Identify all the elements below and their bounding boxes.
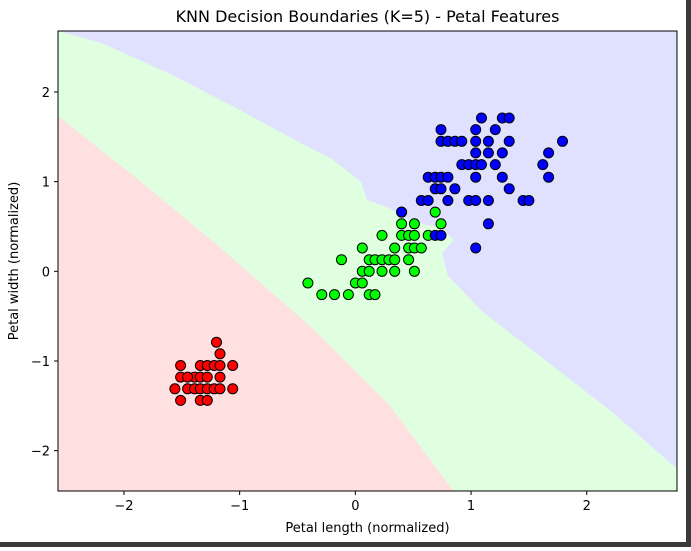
data-point-class-2: [449, 183, 461, 195]
data-point-class-2: [482, 147, 494, 159]
data-point-class-2: [470, 242, 482, 254]
y-tick-label: −1: [31, 355, 50, 370]
data-point-class-2: [489, 124, 501, 136]
data-point-class-2: [422, 195, 434, 206]
data-point-class-1: [342, 289, 354, 301]
data-point-class-1: [389, 265, 401, 277]
data-point-class-2: [489, 159, 501, 171]
data-point-class-0: [182, 371, 194, 383]
data-point-class-1: [415, 242, 427, 254]
data-point-class-2: [496, 147, 508, 159]
data-point-class-1: [316, 289, 328, 301]
data-point-class-1: [329, 289, 340, 301]
data-point-class-1: [408, 218, 420, 230]
data-point-class-1: [369, 289, 381, 301]
data-point-class-1: [376, 229, 388, 241]
x-tick-label: −1: [230, 499, 249, 514]
data-point-class-2: [456, 135, 468, 147]
data-point-class-2: [470, 124, 482, 136]
data-point-class-1: [435, 218, 447, 230]
data-point-class-1: [408, 265, 420, 277]
data-point-class-2: [543, 147, 555, 159]
data-point-class-1: [336, 254, 347, 266]
data-point-class-1: [389, 242, 401, 254]
y-tick-label: −2: [31, 445, 50, 460]
data-point-class-1: [376, 265, 388, 277]
axes-layer: −2 −1 0 1 2 −2 −1 0 1 2: [31, 30, 678, 514]
decision-region-class-2: [58, 31, 677, 469]
x-tick-label: 2: [583, 499, 591, 514]
data-point-class-0: [169, 383, 181, 395]
data-point-class-1: [356, 242, 368, 254]
data-point-class-2: [470, 171, 482, 183]
data-point-class-2: [537, 159, 549, 171]
data-point-class-1: [302, 277, 314, 289]
x-tick-label: 0: [351, 499, 359, 514]
data-point-class-2: [435, 229, 447, 241]
x-tick-label: 1: [467, 499, 475, 514]
data-point-class-2: [470, 135, 482, 147]
data-point-class-0: [214, 360, 226, 371]
data-point-class-2: [476, 112, 487, 124]
data-point-class-2: [482, 218, 494, 230]
data-point-class-2: [442, 171, 454, 183]
data-point-class-2: [503, 183, 515, 195]
window-frame-edge-right: [686, 0, 691, 547]
data-point-class-0: [214, 371, 226, 383]
data-point-class-2: [503, 135, 515, 147]
data-point-class-1: [389, 254, 401, 266]
data-point-class-1: [403, 254, 415, 266]
data-point-class-1: [363, 265, 375, 277]
y-axis-label: Petal width (normalized): [7, 182, 22, 341]
data-point-class-2: [523, 195, 535, 206]
data-point-class-1: [396, 218, 408, 230]
data-point-class-2: [396, 206, 408, 218]
data-point-class-2: [557, 135, 568, 147]
data-point-class-2: [470, 147, 482, 159]
data-point-class-2: [482, 135, 494, 147]
x-tick-label: −2: [114, 499, 133, 514]
data-point-class-2: [482, 195, 494, 206]
data-point-class-2: [496, 171, 508, 183]
y-tick-label: 0: [42, 265, 50, 280]
data-point-class-2: [435, 183, 447, 195]
chart-title: KNN Decision Boundaries (K=5) - Petal Fe…: [176, 7, 560, 26]
decision-region-class-0: [58, 116, 454, 491]
data-point-class-2: [435, 124, 447, 136]
data-point-class-0: [214, 348, 226, 360]
data-point-class-2: [476, 159, 487, 171]
window-frame-edge-bottom: [0, 542, 691, 547]
data-point-class-0: [211, 336, 222, 348]
data-point-class-2: [470, 195, 482, 206]
y-tick-label: 1: [42, 176, 50, 191]
data-point-class-0: [227, 383, 239, 395]
plot-frame: [57, 30, 678, 492]
data-point-class-0: [175, 394, 187, 406]
data-point-class-0: [201, 394, 213, 406]
data-point-class-0: [214, 383, 226, 395]
data-point-class-0: [175, 360, 187, 371]
y-tick-label: 2: [42, 86, 50, 101]
data-point-class-2: [442, 195, 454, 206]
data-point-class-0: [201, 371, 213, 383]
x-axis-label: Petal length (normalized): [285, 521, 449, 536]
data-point-class-0: [227, 360, 239, 371]
data-point-class-1: [408, 229, 420, 241]
data-point-class-1: [356, 277, 368, 289]
plot-area: [58, 31, 677, 491]
data-point-class-1: [429, 206, 441, 218]
data-point-class-2: [503, 112, 515, 124]
data-point-class-2: [543, 171, 555, 183]
